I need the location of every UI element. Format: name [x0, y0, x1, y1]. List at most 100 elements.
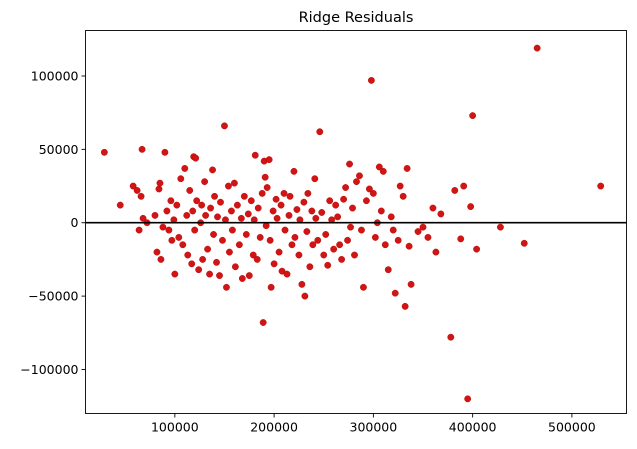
residual-point: [138, 145, 146, 153]
residual-point: [396, 182, 404, 190]
residual-point: [318, 209, 326, 216]
residual-point: [151, 211, 159, 219]
residual-point: [165, 226, 173, 234]
residual-point: [135, 226, 143, 234]
residual-point: [340, 195, 347, 203]
residual-point: [213, 258, 220, 266]
residual-point: [338, 256, 346, 263]
residual-point: [233, 201, 241, 209]
residual-point: [290, 167, 298, 175]
residual-point: [175, 234, 183, 241]
residual-point: [281, 226, 289, 234]
residual-point: [192, 154, 200, 162]
residual-point: [219, 236, 226, 244]
residual-point: [167, 197, 175, 205]
residual-point: [306, 263, 314, 271]
residual-point: [401, 302, 409, 310]
residual-point: [266, 236, 274, 244]
residual-point: [316, 128, 324, 136]
residual-point: [280, 189, 288, 197]
residual-point: [369, 189, 377, 197]
residual-point: [199, 256, 207, 263]
residual-point: [157, 256, 165, 263]
residual-point: [231, 263, 239, 271]
residual-point: [226, 248, 233, 256]
residual-point: [273, 214, 281, 222]
residual-point: [320, 251, 328, 259]
residual-point: [403, 165, 411, 172]
residual-point: [191, 226, 199, 234]
points-layer: [100, 44, 605, 403]
residual-point: [181, 165, 189, 172]
residual-point: [301, 292, 309, 300]
residual-point: [206, 270, 213, 278]
residual-point: [177, 175, 185, 183]
residual-point: [267, 283, 275, 291]
residual-point: [251, 151, 259, 159]
residual-point: [100, 148, 108, 156]
residual-point: [334, 213, 342, 221]
x-tick-label: 300000: [350, 420, 398, 435]
residual-point: [349, 204, 356, 212]
residual-point: [256, 234, 264, 241]
residual-point: [288, 241, 296, 249]
residual-point: [308, 207, 316, 215]
residual-point: [161, 148, 169, 156]
residual-point: [168, 236, 176, 244]
residual-point: [242, 231, 250, 238]
y-tick-label: 50000: [39, 142, 79, 157]
y-tick-label: −50000: [28, 289, 78, 304]
chart-title: Ridge Residuals: [299, 10, 414, 26]
residual-point: [363, 197, 370, 205]
residual-point: [207, 204, 214, 212]
residual-point: [322, 231, 330, 238]
residual-point: [324, 261, 332, 269]
residual-point: [597, 182, 605, 190]
residual-point: [353, 178, 360, 186]
residual-point: [351, 251, 358, 259]
residual-point: [399, 192, 407, 200]
residual-point: [332, 201, 340, 209]
residual-point: [153, 248, 161, 256]
residual-point: [214, 213, 221, 221]
residual-point: [209, 166, 216, 174]
residual-point: [358, 226, 365, 234]
residual-point: [384, 266, 392, 274]
residual-point: [229, 226, 236, 234]
residual-point: [312, 214, 320, 222]
residual-point: [407, 280, 415, 288]
residual-point: [263, 184, 271, 191]
residual-point: [464, 395, 472, 403]
residual-point: [283, 270, 291, 278]
residual-point: [228, 207, 235, 215]
residual-point: [394, 236, 402, 244]
y-axis: −100000 −50000 0 50000 100000: [20, 68, 86, 377]
residual-point: [235, 241, 243, 249]
residual-point: [520, 239, 528, 247]
residual-point: [116, 201, 124, 209]
residual-point: [244, 210, 252, 218]
residual-point: [391, 289, 399, 297]
residual-point: [295, 251, 303, 259]
residual-point: [326, 197, 334, 205]
residual-point: [247, 197, 255, 205]
residual-point: [379, 167, 387, 175]
residual-point: [202, 211, 210, 219]
x-axis: 100000 200000 300000 400000 500000: [151, 413, 596, 435]
residual-point: [183, 211, 191, 219]
residual-point: [269, 207, 277, 215]
y-tick-label: 0: [71, 215, 79, 230]
residual-point: [304, 189, 312, 197]
residual-point: [424, 234, 432, 241]
residual-point: [272, 195, 280, 203]
residual-point: [216, 272, 223, 279]
residual-point: [133, 187, 141, 194]
residual-point: [342, 184, 349, 191]
residual-point: [298, 280, 306, 288]
residual-point: [230, 179, 238, 187]
residual-point: [467, 203, 475, 210]
residual-point: [336, 241, 344, 249]
residual-point: [240, 192, 248, 200]
residual-point: [225, 182, 232, 190]
residual-point: [303, 228, 311, 235]
